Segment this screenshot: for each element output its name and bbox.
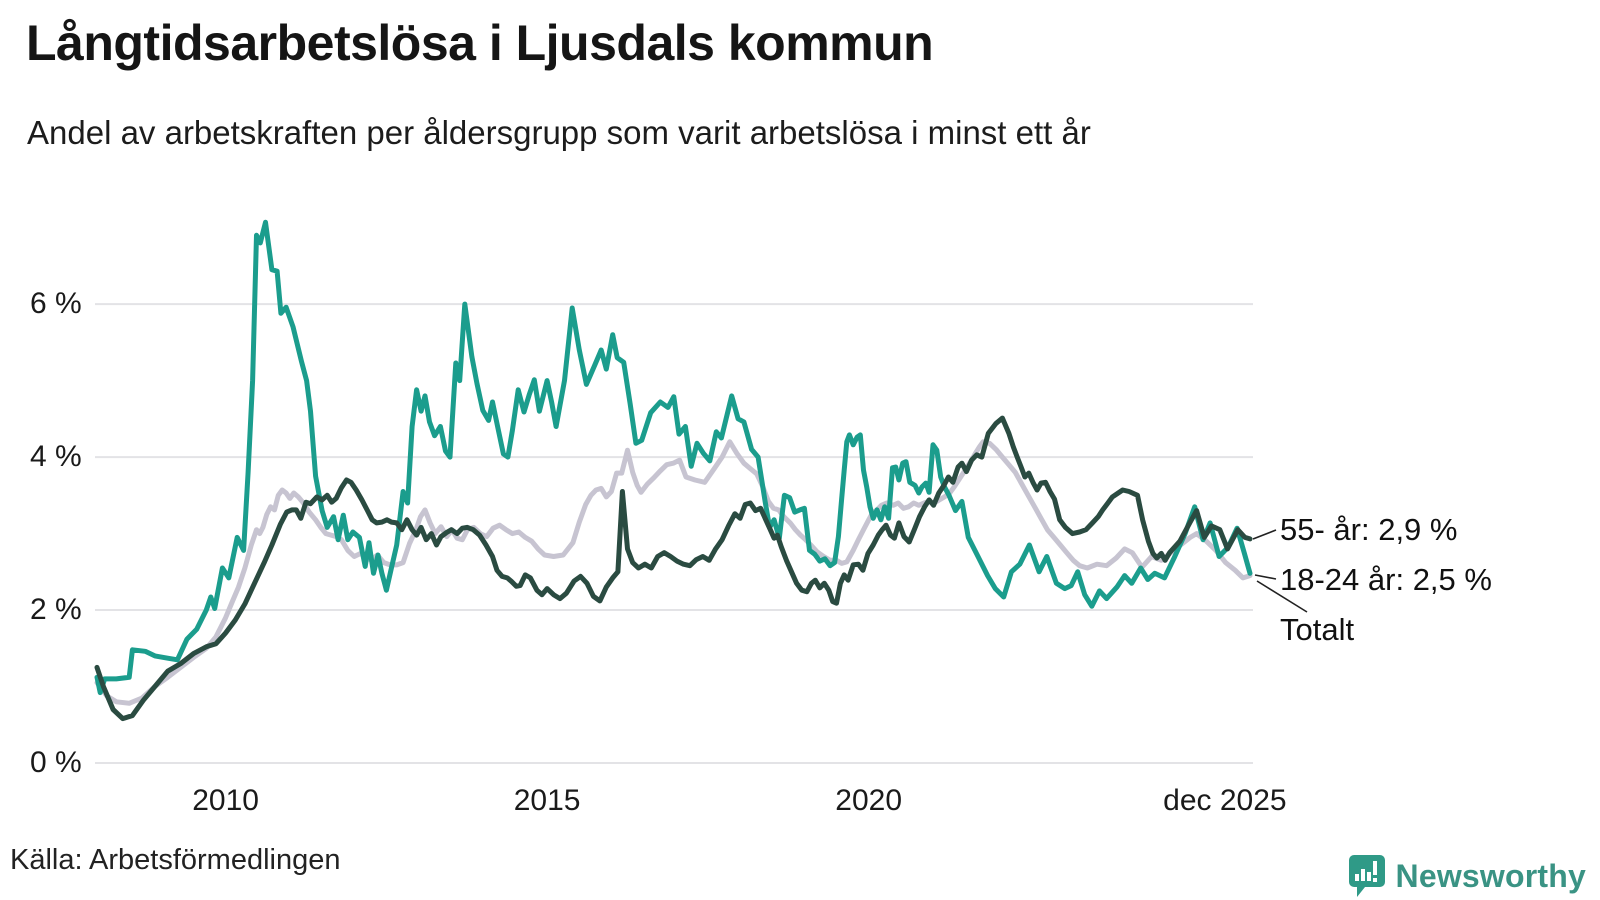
label-connector-lines [1252, 529, 1308, 613]
series-line-55-r [94, 415, 1253, 722]
connector-line-totalt [1256, 580, 1308, 613]
series-end-label-18-24: 18-24 år: 2,5 % [1280, 562, 1492, 597]
source-attribution: Källa: Arbetsförmedlingen [10, 844, 341, 876]
connector-line-55 [1252, 529, 1277, 540]
y-axis-tick-label: 6 % [30, 287, 82, 321]
page-title: Långtidsarbetslösa i Ljusdals kommun [26, 15, 934, 71]
y-axis-tick-label: 2 % [30, 593, 82, 627]
x-axis-tick-label: 2020 [835, 784, 903, 817]
brand-logo: Newsworthy [1348, 852, 1586, 900]
y-axis-tick-label: 0 % [30, 746, 82, 779]
connector-line-18-24 [1254, 574, 1277, 580]
x-axis-tick-label: dec 2025 [1163, 784, 1287, 817]
series-lines-group [94, 219, 1253, 722]
gridlines-group [95, 303, 1253, 764]
series-end-label-55: 55- år: 2,9 % [1280, 512, 1458, 547]
series-line-totalt [94, 439, 1253, 706]
page-subtitle: Andel av arbetskraften per åldersgrupp s… [27, 114, 1091, 151]
series-line-18-24-r [94, 219, 1253, 696]
series-end-label-totalt: Totalt [1280, 612, 1355, 647]
newsworthy-chart-bubble-icon [1348, 855, 1385, 897]
x-axis-tick-label: 2010 [192, 784, 259, 817]
y-axis-tick-label: 4 % [30, 440, 82, 474]
brand-name: Newsworthy [1395, 857, 1586, 894]
x-axis-tick-label: 2015 [513, 784, 581, 817]
